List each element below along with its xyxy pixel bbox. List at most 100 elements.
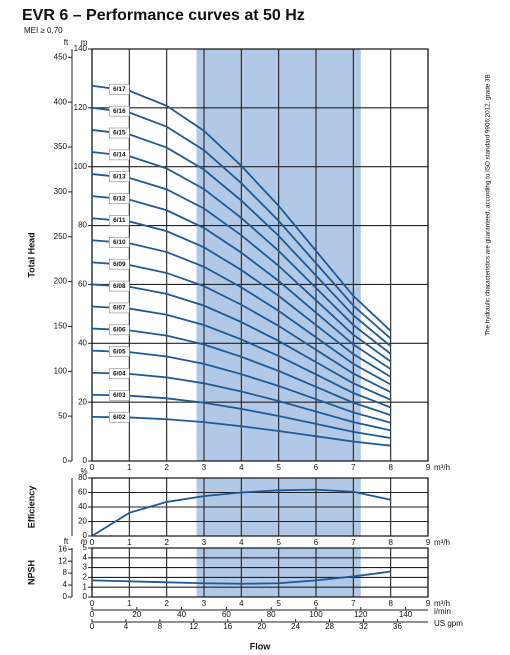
- curve-label-box: [109, 324, 130, 336]
- y2-unit: ft: [64, 537, 69, 546]
- head-curve: [91, 129, 392, 347]
- x-tick-label: 2: [164, 599, 169, 608]
- curve-label-box: [109, 171, 130, 183]
- head-curve: [91, 173, 392, 363]
- y-unit: %: [80, 467, 87, 476]
- y2-tick-label: 150: [54, 322, 68, 331]
- curve-label-box: [109, 368, 130, 379]
- curve-label-box: [109, 258, 130, 270]
- x-tick-label: 0: [90, 599, 95, 608]
- y-tick-label: 20: [78, 397, 87, 406]
- y2-tick-label: 200: [54, 277, 68, 286]
- x-tick-label: 8: [388, 599, 393, 608]
- flow-tick-label: 80: [267, 610, 276, 619]
- y2-tick-label: 100: [54, 366, 68, 375]
- x-tick-label: 7: [351, 463, 356, 472]
- y-tick-label: 120: [74, 103, 88, 112]
- head-curve: [91, 415, 391, 447]
- flow-tick-label: 40: [177, 610, 186, 619]
- head-curve: [91, 106, 392, 340]
- x-unit: m³/h: [434, 463, 450, 472]
- curve-label-box: [109, 411, 130, 423]
- subtitle: MEI ≥ 0,70: [24, 26, 63, 35]
- y2-tick-label: 12: [58, 556, 67, 565]
- y2-tick-label: 0: [63, 592, 68, 601]
- y-tick-label: 0: [83, 592, 88, 601]
- x-tick-label: 2: [164, 463, 169, 472]
- flow-tick-label: 20: [257, 622, 266, 631]
- flow-unit: US gpm: [434, 619, 463, 628]
- head-curve: [91, 327, 391, 416]
- x-tick-label: 1: [127, 463, 132, 472]
- flow-tick-label: 12: [189, 622, 198, 631]
- y-tick-label: 4: [83, 553, 88, 562]
- x-tick-label: 0: [90, 463, 95, 472]
- curve-label-box: [109, 280, 130, 292]
- curve-label: 6/02: [113, 414, 126, 421]
- flow-tick-label: 100: [309, 610, 323, 619]
- x-tick-label: 5: [276, 538, 281, 547]
- x-tick-label: 4: [239, 463, 244, 472]
- y2-tick-label: 450: [54, 52, 68, 61]
- curve-label: 6/11: [113, 217, 126, 224]
- curve-label-box: [109, 390, 130, 401]
- curve-label-box: [109, 105, 130, 117]
- x-tick-label: 5: [276, 463, 281, 472]
- x-tick-label: 1: [127, 538, 132, 547]
- plot-frame: [91, 48, 429, 462]
- curve-label: 6/17: [113, 86, 126, 93]
- curve-label: 6/10: [113, 239, 126, 246]
- flow-tick-label: 36: [393, 622, 402, 631]
- flow-tick-label: 140: [399, 610, 413, 619]
- curve-label: 6/06: [113, 327, 126, 334]
- plot-frame: [91, 477, 429, 537]
- flow-tick-label: 120: [354, 610, 368, 619]
- y2-tick-label: 400: [54, 97, 68, 106]
- x-tick-label: 9: [426, 538, 431, 547]
- x-tick-label: 1: [127, 599, 132, 608]
- y2-tick-label: 4: [63, 580, 68, 589]
- y-tick-label: 40: [78, 338, 87, 347]
- y-axis-title: Efficiency: [26, 486, 36, 529]
- head-curve: [91, 195, 392, 370]
- curve-label: 6/05: [113, 348, 126, 355]
- curve-label: 6/08: [113, 283, 126, 290]
- flow-tick-label: 32: [359, 622, 368, 631]
- head-curve: [91, 84, 392, 332]
- y-tick-label: 60: [78, 488, 87, 497]
- y-tick-label: 0: [83, 456, 88, 465]
- flow-tick-label: 16: [223, 622, 232, 631]
- y-tick-label: 140: [74, 44, 88, 53]
- plot-frame: [91, 547, 429, 598]
- x-tick-label: 3: [202, 599, 207, 608]
- curve: [91, 488, 391, 537]
- flow-tick-label: 20: [132, 610, 141, 619]
- y-tick-label: 40: [78, 502, 87, 511]
- head-curve: [91, 217, 392, 378]
- y-tick-label: 5: [83, 543, 88, 552]
- y2-tick-label: 50: [58, 411, 67, 420]
- head-curve: [91, 393, 391, 439]
- curve-label-box: [109, 127, 130, 139]
- curve-label-box: [109, 237, 130, 248]
- y-tick-label: 20: [78, 517, 87, 526]
- flow-tick-label: 28: [325, 622, 334, 631]
- x-tick-label: 4: [239, 599, 244, 608]
- x-tick-label: 7: [351, 599, 356, 608]
- x-tick-label: 7: [351, 538, 356, 547]
- curve-label: 6/12: [113, 195, 126, 202]
- y-unit: m: [81, 38, 88, 47]
- curve-label-box: [109, 149, 130, 161]
- curve: [91, 570, 391, 585]
- x-tick-label: 5: [276, 599, 281, 608]
- x-tick-label: 3: [202, 538, 207, 547]
- y-tick-label: 3: [83, 563, 88, 572]
- curve-label: 6/03: [113, 392, 126, 399]
- curve-label: 6/07: [113, 305, 126, 312]
- curve-label: 6/04: [113, 370, 126, 377]
- flow-tick-label: 60: [222, 610, 231, 619]
- flow-tick-label: 24: [291, 622, 300, 631]
- head-curve: [91, 239, 392, 386]
- y-tick-label: 1: [83, 582, 88, 591]
